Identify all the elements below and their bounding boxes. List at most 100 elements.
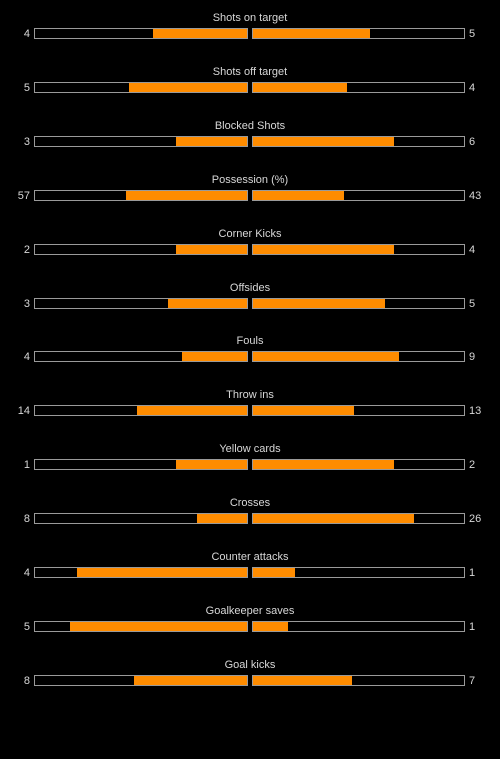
home-value: 4 bbox=[23, 567, 30, 579]
home-value: 4 bbox=[23, 28, 30, 40]
away-value: 9 bbox=[469, 351, 476, 364]
away-bar-fill bbox=[253, 29, 371, 38]
away-bar-fill bbox=[253, 190, 344, 200]
stat-label: Goalkeeper saves bbox=[205, 604, 295, 617]
home-value: 8 bbox=[23, 513, 30, 526]
away-bar bbox=[252, 405, 465, 417]
away-bar bbox=[252, 81, 465, 93]
away-bar-fill bbox=[253, 352, 399, 362]
stat-label: Shots off target bbox=[212, 65, 288, 78]
home-bar bbox=[34, 135, 248, 147]
away-bar bbox=[252, 297, 465, 309]
away-bar-fill bbox=[253, 82, 347, 92]
away-value: 13 bbox=[469, 405, 482, 418]
away-value: 4 bbox=[469, 81, 476, 94]
home-value: 2 bbox=[23, 243, 30, 256]
away-bar-fill bbox=[253, 244, 394, 254]
away-bar bbox=[252, 513, 465, 525]
away-bar bbox=[252, 351, 465, 363]
away-bar bbox=[252, 135, 465, 147]
away-value: 7 bbox=[469, 674, 476, 687]
home-bar bbox=[34, 459, 248, 471]
stat-row: Yellow cards 1 2 bbox=[0, 443, 500, 483]
away-bar-fill bbox=[253, 675, 352, 685]
home-value: 14 bbox=[17, 405, 30, 418]
stat-label: Corner Kicks bbox=[218, 227, 282, 240]
away-bar-fill bbox=[253, 136, 394, 146]
away-bar-fill bbox=[253, 568, 296, 577]
away-bar bbox=[252, 28, 465, 39]
stat-row: Goal kicks 8 7 bbox=[0, 659, 500, 699]
home-bar-fill bbox=[129, 82, 247, 92]
home-bar bbox=[34, 28, 248, 39]
stat-row: Goalkeeper saves 5 1 bbox=[0, 605, 500, 645]
home-value: 3 bbox=[23, 297, 30, 310]
home-value: 5 bbox=[23, 81, 30, 94]
stat-label: Offsides bbox=[229, 281, 271, 294]
away-value: 4 bbox=[469, 243, 476, 256]
away-bar bbox=[252, 243, 465, 255]
stat-label: Goal kicks bbox=[224, 658, 276, 671]
home-bar bbox=[34, 297, 248, 309]
home-value: 3 bbox=[23, 135, 30, 148]
away-bar bbox=[252, 674, 465, 686]
home-bar-fill bbox=[77, 568, 247, 577]
stat-row: Counter attacks 4 1 bbox=[0, 551, 500, 591]
away-bar-fill bbox=[253, 298, 385, 308]
home-bar bbox=[34, 81, 248, 93]
away-value: 26 bbox=[469, 513, 482, 526]
away-value: 43 bbox=[469, 189, 482, 202]
home-bar bbox=[34, 189, 248, 201]
away-bar bbox=[252, 459, 465, 471]
home-bar-fill bbox=[181, 352, 247, 362]
home-bar-fill bbox=[136, 406, 247, 416]
home-bar-fill bbox=[152, 29, 247, 38]
stat-label: Possession (%) bbox=[211, 173, 289, 186]
away-value: 1 bbox=[469, 567, 476, 579]
away-value: 6 bbox=[469, 135, 476, 148]
away-bar-fill bbox=[253, 621, 289, 631]
home-bar-fill bbox=[134, 675, 247, 685]
home-bar-fill bbox=[167, 298, 247, 308]
stat-row: Crosses 8 26 bbox=[0, 497, 500, 537]
stat-row: Fouls 4 9 bbox=[0, 335, 500, 375]
home-bar bbox=[34, 620, 248, 632]
away-bar-fill bbox=[253, 460, 394, 470]
away-value: 1 bbox=[469, 620, 476, 633]
away-value: 5 bbox=[469, 297, 476, 310]
stat-row: Blocked Shots 3 6 bbox=[0, 120, 500, 160]
stat-row: Shots off target 5 4 bbox=[0, 66, 500, 106]
home-bar bbox=[34, 674, 248, 686]
home-value: 57 bbox=[17, 189, 30, 202]
home-bar-fill bbox=[176, 244, 247, 254]
away-value: 5 bbox=[469, 28, 476, 40]
home-value: 1 bbox=[23, 459, 30, 472]
away-value: 2 bbox=[469, 459, 476, 472]
home-bar bbox=[34, 567, 248, 578]
away-bar bbox=[252, 189, 465, 201]
home-bar-fill bbox=[197, 514, 247, 524]
home-bar bbox=[34, 405, 248, 417]
stat-row: Possession (%) 57 43 bbox=[0, 174, 500, 214]
home-bar-fill bbox=[176, 460, 247, 470]
home-bar-fill bbox=[126, 190, 247, 200]
stat-row: Offsides 3 5 bbox=[0, 282, 500, 322]
stat-label: Yellow cards bbox=[219, 443, 281, 456]
away-bar bbox=[252, 620, 465, 632]
away-bar-fill bbox=[253, 406, 355, 416]
stat-label: Counter attacks bbox=[211, 551, 289, 563]
home-bar bbox=[34, 351, 248, 363]
home-bar bbox=[34, 243, 248, 255]
stat-label: Throw ins bbox=[226, 389, 274, 402]
home-bar bbox=[34, 513, 248, 525]
stat-label: Fouls bbox=[236, 335, 264, 348]
home-value: 8 bbox=[23, 674, 30, 687]
stat-row: Corner Kicks 2 4 bbox=[0, 228, 500, 268]
away-bar bbox=[252, 567, 465, 578]
stat-label: Blocked Shots bbox=[214, 119, 286, 132]
stat-row: Throw ins 14 13 bbox=[0, 389, 500, 429]
stat-row: Shots on target 4 5 bbox=[0, 12, 500, 52]
away-bar-fill bbox=[253, 514, 415, 524]
home-bar-fill bbox=[176, 136, 247, 146]
